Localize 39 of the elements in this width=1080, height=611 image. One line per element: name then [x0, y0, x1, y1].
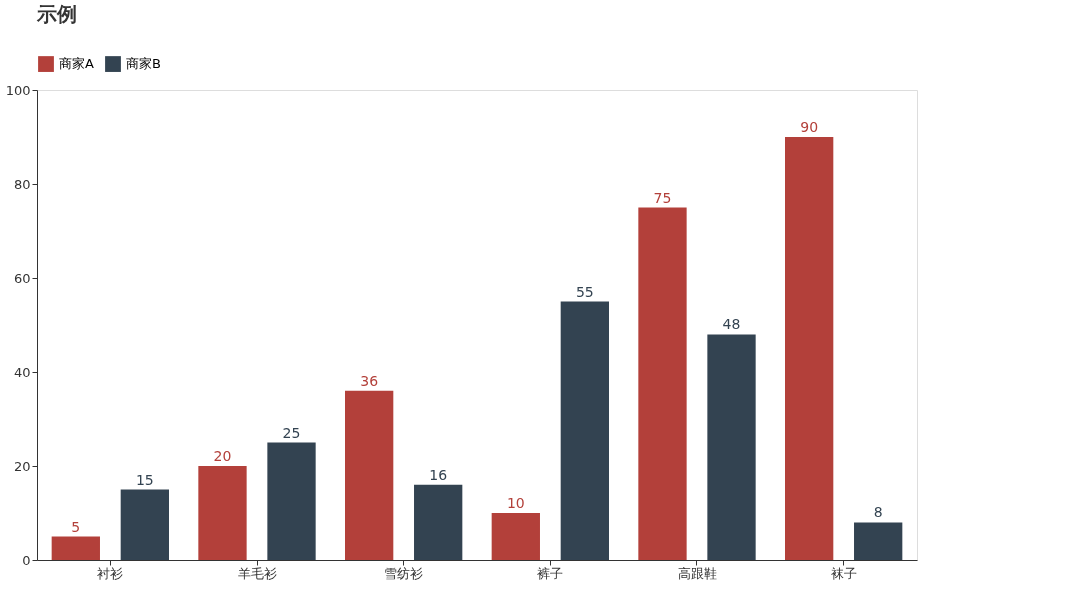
x-tick-label: 羊毛衫	[237, 565, 277, 581]
x-tick-label: 高跟鞋	[677, 565, 717, 581]
data-label: 55	[575, 283, 594, 300]
chart-title: 示例	[36, 2, 77, 26]
data-label: 20	[213, 448, 232, 464]
bar	[198, 466, 247, 560]
bar	[267, 442, 316, 560]
data-label: 25	[282, 424, 301, 441]
y-tick-label: 0	[22, 552, 31, 568]
data-label: 36	[360, 372, 379, 389]
data-label: 8	[873, 504, 883, 521]
bar	[785, 137, 834, 560]
data-label: 15	[135, 471, 154, 488]
y-tick-label: 80	[13, 176, 31, 192]
legend-label: 商家B	[126, 56, 161, 72]
bar	[638, 207, 687, 560]
y-tick-label: 60	[13, 270, 31, 286]
x-tick-label: 衬衫	[97, 565, 124, 581]
bar	[414, 484, 463, 560]
bar	[854, 522, 903, 560]
data-label: 10	[506, 495, 525, 511]
x-tick-label: 袜子	[830, 565, 857, 581]
bar	[491, 513, 540, 560]
data-label: 5	[71, 518, 81, 535]
y-tick-label: 20	[13, 458, 31, 474]
bar	[560, 301, 609, 560]
data-label: 48	[722, 316, 741, 333]
data-label: 16	[429, 466, 448, 483]
data-label: 75	[653, 189, 672, 206]
bar	[707, 334, 756, 560]
x-tick-label: 雪纺衫	[384, 565, 424, 581]
bar	[345, 390, 394, 560]
x-tick-label: 裤子	[537, 565, 564, 581]
y-tick-label: 100	[5, 82, 31, 98]
y-tick-label: 40	[13, 364, 31, 380]
bar	[51, 536, 100, 560]
data-label: 90	[800, 119, 819, 135]
bar	[120, 489, 169, 560]
legend-label: 商家A	[59, 56, 94, 72]
